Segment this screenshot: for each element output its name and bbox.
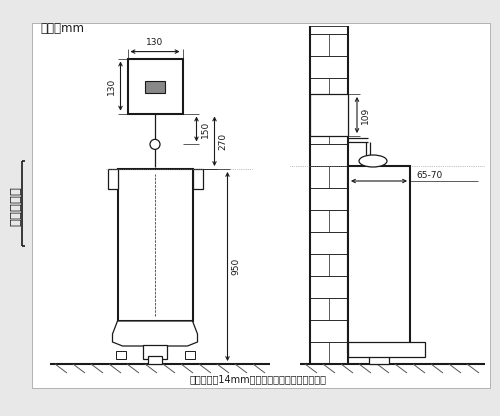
Bar [310,144,348,166]
Bar [348,342,425,357]
Bar [192,169,202,189]
Text: 270: 270 [218,133,228,150]
Bar [310,232,348,254]
Bar [310,100,348,122]
Text: 950: 950 [232,258,240,275]
Bar [310,122,348,144]
Bar [310,56,348,78]
Bar [310,210,348,232]
Text: 65-70: 65-70 [416,171,442,181]
Bar [148,356,162,364]
Bar [118,169,192,321]
Text: 79: 79 [323,101,335,110]
Text: 130: 130 [106,77,116,95]
Text: 安装示意图: 安装示意图 [10,186,22,226]
Text: 130: 130 [146,37,164,47]
Bar [184,351,194,359]
Ellipse shape [359,155,387,167]
Bar [310,254,348,276]
Bar [128,59,182,114]
Bar [348,166,410,352]
Circle shape [150,139,160,149]
Bar [310,188,348,210]
Text: 150: 150 [200,120,209,138]
Text: 保护罩厚度14mm，安装后保护罩应与磁砖面平: 保护罩厚度14mm，安装后保护罩应与磁砖面平 [190,374,326,384]
Bar [310,26,348,34]
Bar [310,342,348,364]
Polygon shape [112,321,198,346]
Bar [145,81,165,93]
Bar [108,169,118,189]
Bar [310,34,348,56]
Text: 109: 109 [361,106,370,124]
Bar [310,320,348,342]
Bar [143,345,167,359]
Bar [369,352,389,364]
Bar [310,276,348,298]
Bar [116,351,126,359]
Bar [32,23,490,388]
Bar [310,94,348,136]
Bar [310,298,348,320]
Bar [310,78,348,100]
Bar [310,166,348,188]
Text: 单位：mm: 单位：mm [40,22,84,35]
